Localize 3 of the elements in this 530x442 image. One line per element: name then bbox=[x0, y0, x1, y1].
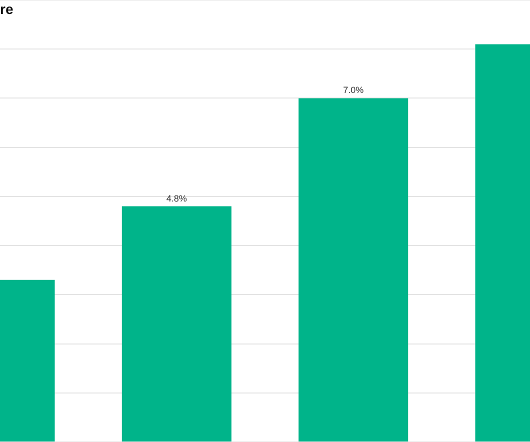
data-label: 7.0% bbox=[343, 85, 364, 96]
data-label: 4.8% bbox=[166, 193, 187, 204]
chart-title: re bbox=[0, 1, 16, 17]
